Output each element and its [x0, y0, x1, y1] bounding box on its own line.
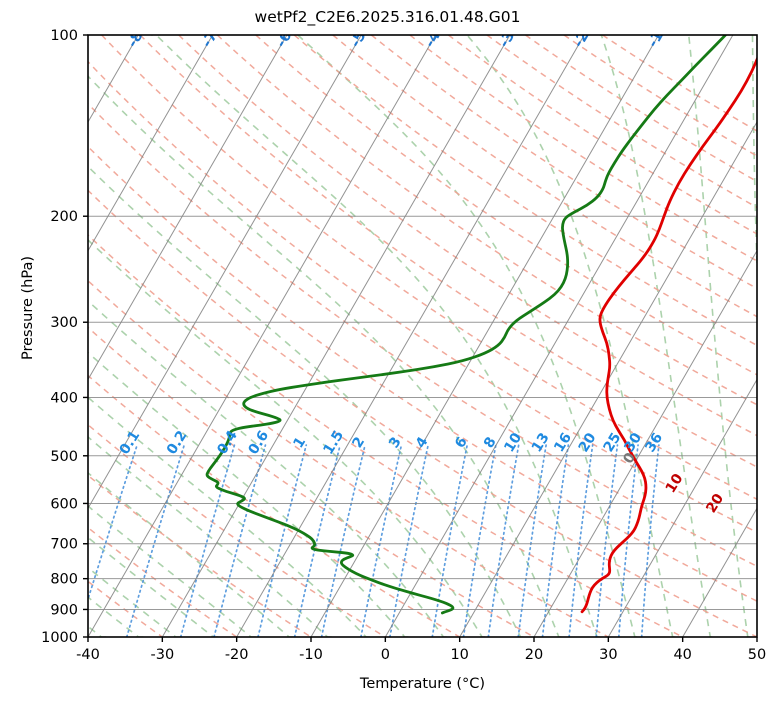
dry-adiabat-lines: [88, 35, 757, 637]
svg-text:900: 900: [50, 602, 78, 618]
svg-text:50: 50: [748, 647, 766, 663]
svg-text:800: 800: [50, 572, 78, 588]
x-axis-label: Temperature (°C): [359, 676, 486, 692]
isotherm-lines: [88, 35, 757, 637]
mixing-ratio-lines: [88, 444, 660, 637]
svg-text:300: 300: [50, 315, 78, 331]
svg-text:1000: 1000: [41, 630, 78, 646]
svg-text:20: 20: [525, 647, 543, 663]
svg-text:0: 0: [381, 647, 390, 663]
page-title: wetPf2_C2E6.2025.316.01.48.G01: [254, 8, 521, 26]
plot-background: [88, 35, 757, 637]
svg-text:100: 100: [50, 28, 78, 44]
svg-text:400: 400: [50, 390, 78, 406]
x-axis-ticks: -40 -30 -20 -10 0 10 20 30 40 50: [76, 637, 766, 663]
temperature-profile[interactable]: [580, 35, 767, 614]
svg-text:600: 600: [50, 496, 78, 512]
svg-text:40: 40: [673, 647, 691, 663]
svg-text:-40: -40: [76, 647, 100, 663]
svg-text:-30: -30: [150, 647, 174, 663]
svg-text:10: 10: [450, 647, 468, 663]
svg-text:-10: -10: [299, 647, 323, 663]
svg-text:-20: -20: [225, 647, 249, 663]
svg-text:30: 30: [599, 647, 617, 663]
svg-text:200: 200: [50, 209, 78, 225]
moist-adiabat-lines: [88, 35, 757, 637]
svg-text:700: 700: [50, 537, 78, 553]
dewpoint-profile[interactable]: [205, 35, 727, 615]
svg-text:500: 500: [50, 449, 78, 465]
isobar-lines: [88, 35, 757, 637]
plot-border: [87, 34, 758, 638]
y-axis-ticks: 100 200 300 400 500 600 700 800 900 1000: [41, 28, 88, 646]
